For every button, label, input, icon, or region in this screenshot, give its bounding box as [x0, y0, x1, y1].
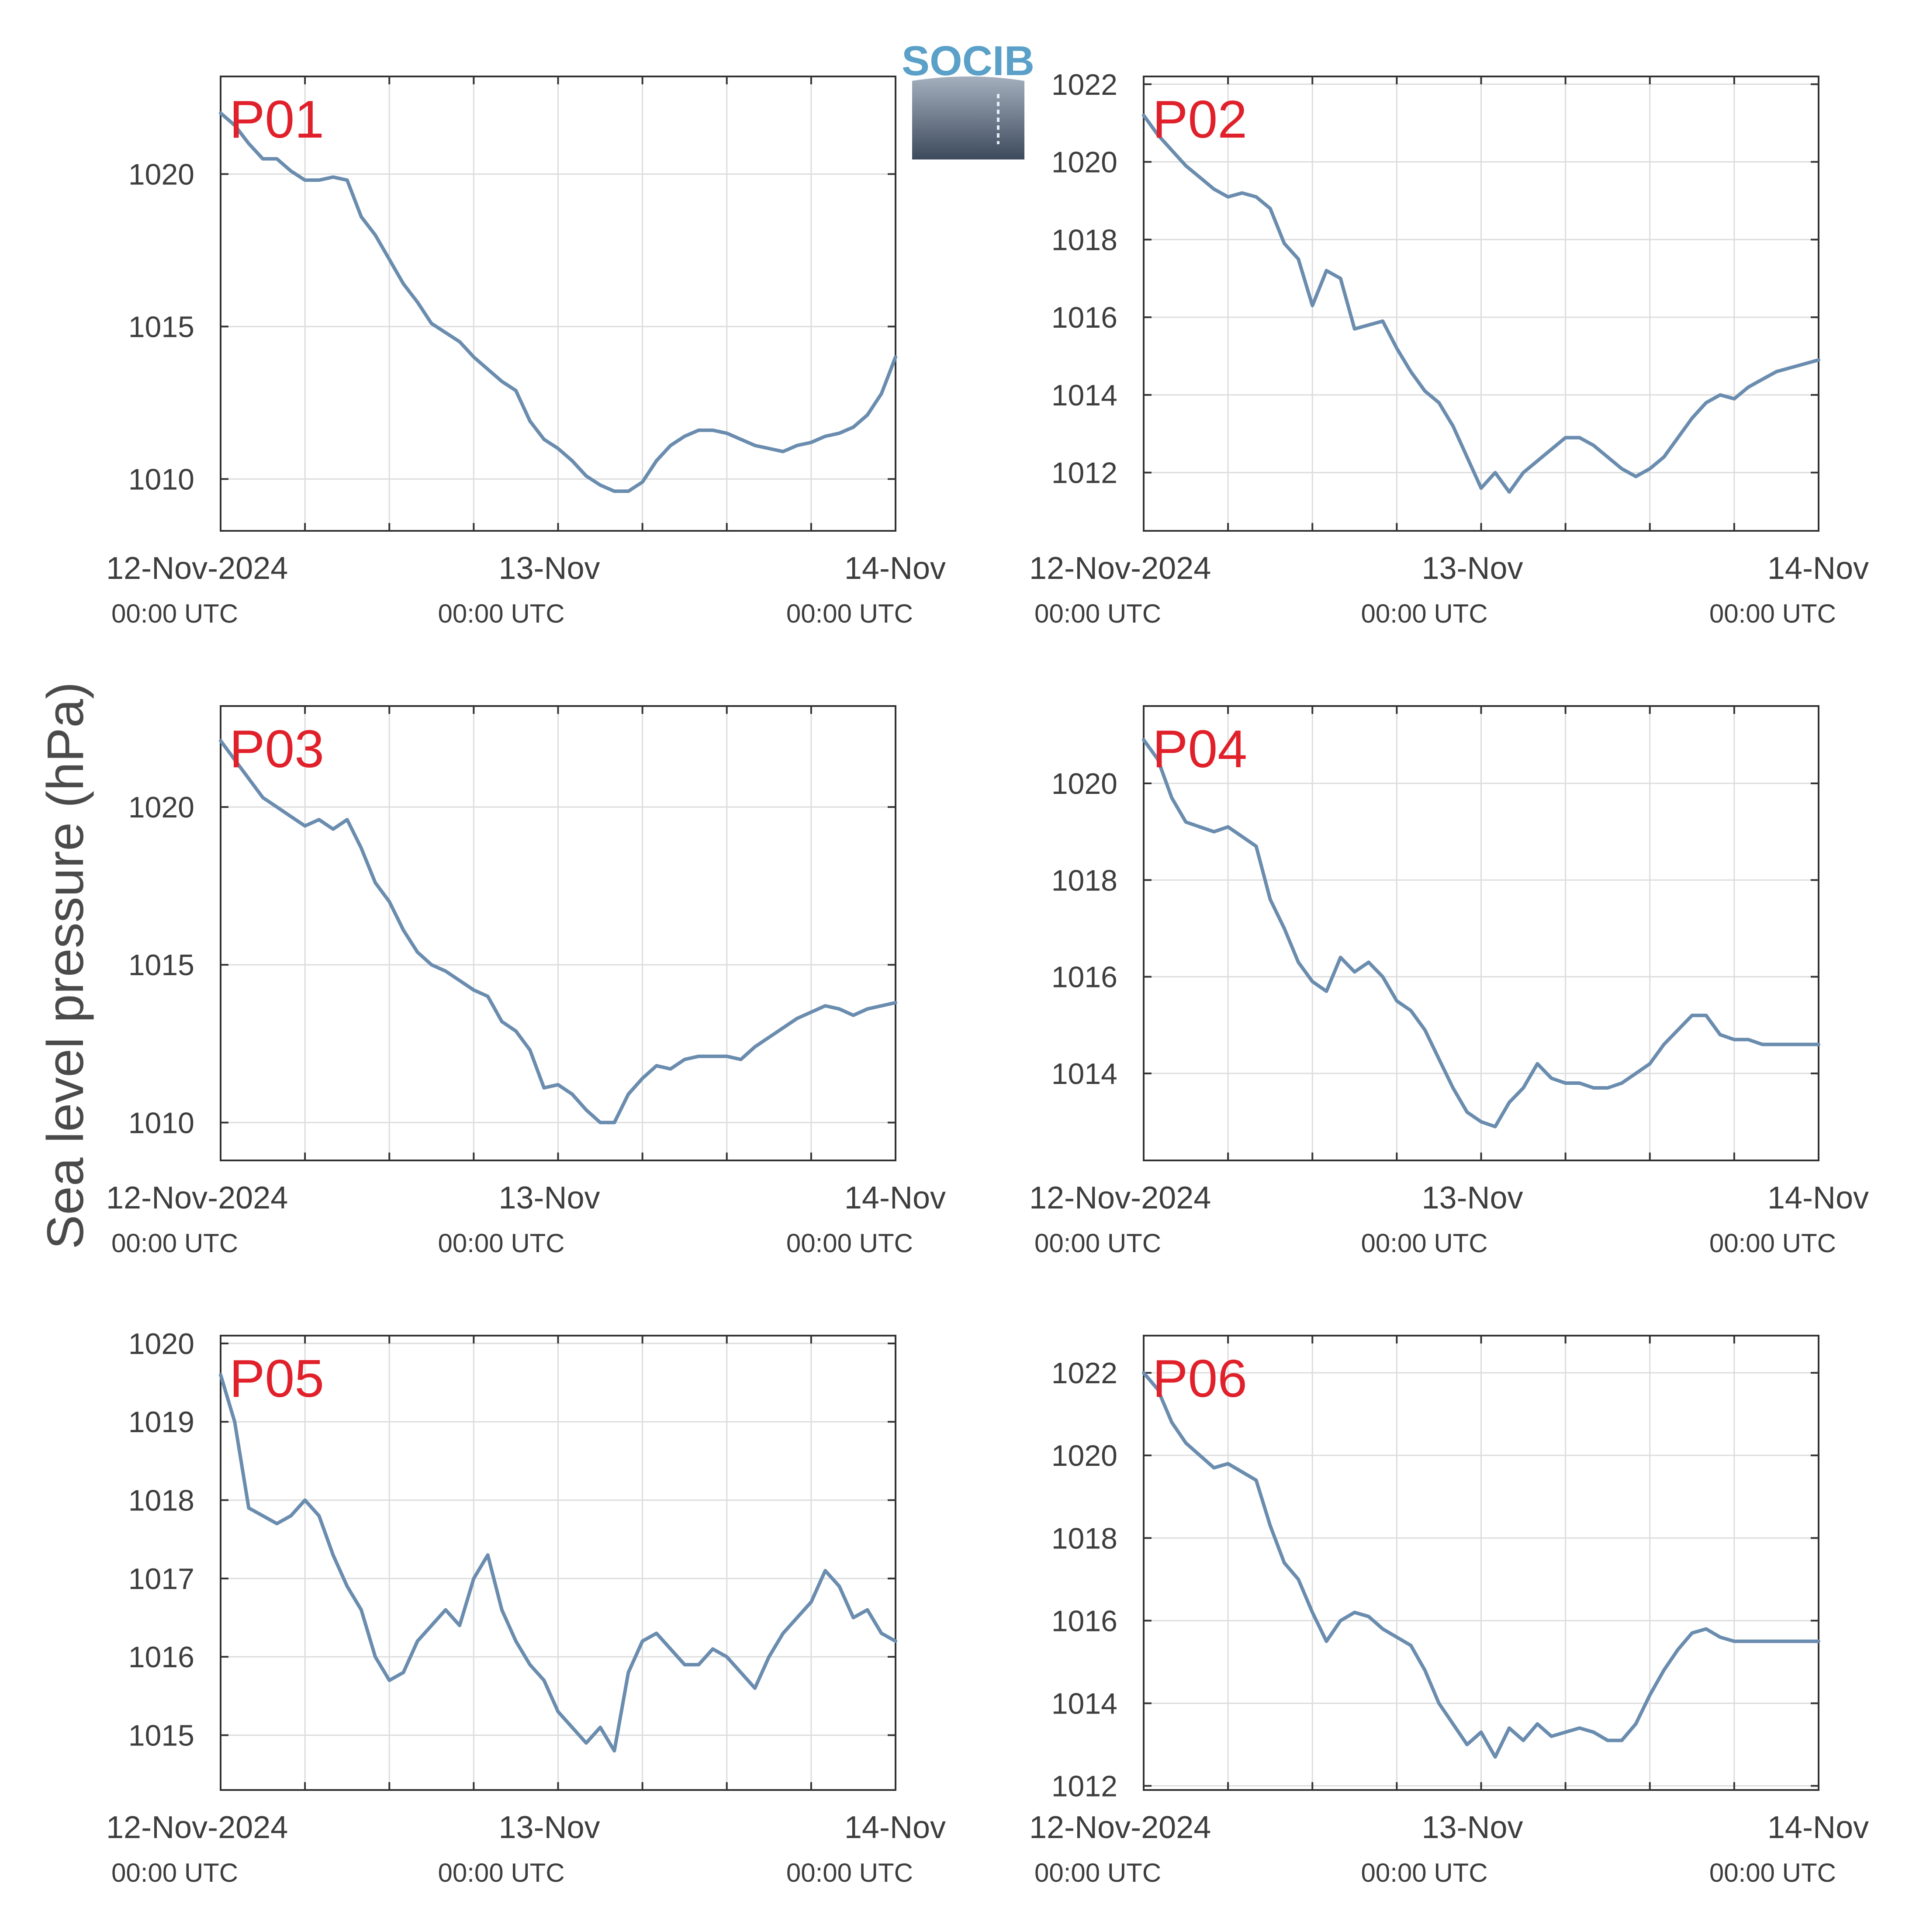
y-tick-label: 1018 [1051, 223, 1117, 256]
panel-p05: 1015 1016 1017 1018 1019 1020 12-Nov-2024 00:00… [106, 1327, 946, 1887]
panel-p04: 1014 1016 1018 1020 12-Nov-2024 00:00 UTC 13-N… [1029, 705, 1869, 1258]
socib-logo: SOCIB [902, 38, 1034, 159]
y-tick-label: 1012 [1051, 1770, 1117, 1803]
x-tick-sublabel: 00:00 UTC [1034, 599, 1161, 628]
y-tick-label: 1022 [1051, 68, 1117, 101]
x-tick-sublabel: 00:00 UTC [786, 1229, 913, 1258]
x-tick-label: 12-Nov-2024 [106, 1810, 288, 1845]
panel-label: P05 [229, 1349, 324, 1408]
x-tick-sublabel: 00:00 UTC [1709, 599, 1836, 628]
y-tick-label: 1020 [1051, 146, 1117, 179]
panel-label: P01 [229, 90, 324, 149]
y-tick-label: 1014 [1051, 1687, 1117, 1720]
y-tick-label: 1020 [1051, 767, 1117, 800]
x-tick-sublabel: 00:00 UTC [1034, 1229, 1161, 1258]
panel-p06: 1012 1014 1016 1018 1020 1022 12-Nov-2024 00:00… [1029, 1335, 1869, 1887]
y-tick-label: 1016 [1051, 961, 1117, 994]
x-tick-label: 14-Nov [844, 1810, 946, 1845]
y-tick-label: 1016 [128, 1641, 194, 1674]
x-tick-label: 13-Nov [1421, 1810, 1523, 1845]
panel-p03: 1010 1015 1020 12-Nov-2024 00:00 UTC 13-Nov 00… [106, 705, 946, 1258]
y-tick-label: 1010 [128, 1106, 194, 1139]
x-tick-sublabel: 00:00 UTC [1361, 599, 1488, 628]
y-tick-label: 1014 [1051, 1057, 1117, 1091]
x-tick-sublabel: 00:00 UTC [1361, 1229, 1488, 1258]
panel-label: P03 [229, 719, 324, 779]
y-tick-label: 1015 [128, 310, 194, 343]
y-tick-label: 1016 [1051, 301, 1117, 334]
series-line-p04 [1142, 738, 1820, 1129]
logo-text: SOCIB [902, 38, 1034, 84]
y-axis-label: Sea level pressure (hPa) [37, 682, 94, 1250]
series-line-p03 [219, 739, 897, 1125]
y-tick-label: 1014 [1051, 379, 1117, 412]
y-tick-label: 1018 [128, 1484, 194, 1517]
x-tick-sublabel: 00:00 UTC [111, 599, 238, 628]
x-tick-label: 12-Nov-2024 [106, 551, 288, 586]
x-tick-sublabel: 00:00 UTC [786, 1858, 913, 1887]
x-tick-label: 12-Nov-2024 [1029, 551, 1211, 586]
series-line-p02 [1142, 113, 1820, 494]
x-tick-label: 13-Nov [1421, 551, 1523, 586]
y-tick-label: 1015 [128, 949, 194, 982]
x-tick-label: 12-Nov-2024 [106, 1181, 288, 1215]
y-tick-label: 1017 [128, 1562, 194, 1596]
x-tick-sublabel: 00:00 UTC [111, 1229, 238, 1258]
series-line-p06 [1142, 1371, 1820, 1759]
x-tick-label: 14-Nov [1767, 1181, 1869, 1215]
panel-label: P04 [1152, 719, 1247, 779]
x-tick-sublabel: 00:00 UTC [438, 599, 565, 628]
y-tick-label: 1022 [1051, 1357, 1117, 1390]
x-tick-sublabel: 00:00 UTC [1709, 1229, 1836, 1258]
y-tick-label: 1018 [1051, 864, 1117, 897]
x-tick-label: 14-Nov [844, 551, 946, 586]
y-tick-label: 1020 [128, 1327, 194, 1361]
x-tick-label: 13-Nov [498, 551, 600, 586]
x-tick-sublabel: 00:00 UTC [1361, 1858, 1488, 1887]
y-tick-label: 1020 [128, 158, 194, 191]
y-tick-label: 1016 [1051, 1604, 1117, 1638]
y-tick-label: 1015 [128, 1719, 194, 1752]
x-tick-label: 14-Nov [1767, 551, 1869, 586]
panel-p01: 1010 1015 1020 12-Nov-2024 00:00 UTC 13-Nov 00… [106, 76, 946, 628]
panel-label: P06 [1152, 1349, 1247, 1408]
panel-label: P02 [1152, 90, 1247, 149]
x-tick-label: 12-Nov-2024 [1029, 1810, 1211, 1845]
x-tick-sublabel: 00:00 UTC [786, 599, 913, 628]
y-tick-label: 1020 [1051, 1439, 1117, 1472]
x-tick-sublabel: 00:00 UTC [1709, 1858, 1836, 1887]
y-tick-label: 1020 [128, 791, 194, 824]
x-tick-sublabel: 00:00 UTC [111, 1858, 238, 1887]
x-tick-label: 14-Nov [844, 1181, 946, 1215]
y-tick-label: 1018 [1051, 1522, 1117, 1555]
series-line-p01 [219, 111, 897, 493]
x-tick-label: 13-Nov [498, 1181, 600, 1215]
x-tick-label: 13-Nov [498, 1810, 600, 1845]
panel-p02: 1012 1014 1016 1018 1020 1022 12-Nov-2024 00:00… [1029, 68, 1869, 628]
x-tick-sublabel: 00:00 UTC [1034, 1858, 1161, 1887]
x-tick-label: 12-Nov-2024 [1029, 1181, 1211, 1215]
series-line-p05 [219, 1373, 897, 1753]
x-tick-sublabel: 00:00 UTC [438, 1858, 565, 1887]
y-tick-label: 1012 [1051, 457, 1117, 490]
x-tick-label: 13-Nov [1421, 1181, 1523, 1215]
y-tick-label: 1010 [128, 463, 194, 496]
x-tick-label: 14-Nov [1767, 1810, 1869, 1845]
x-tick-sublabel: 00:00 UTC [438, 1229, 565, 1258]
y-tick-label: 1019 [128, 1406, 194, 1439]
